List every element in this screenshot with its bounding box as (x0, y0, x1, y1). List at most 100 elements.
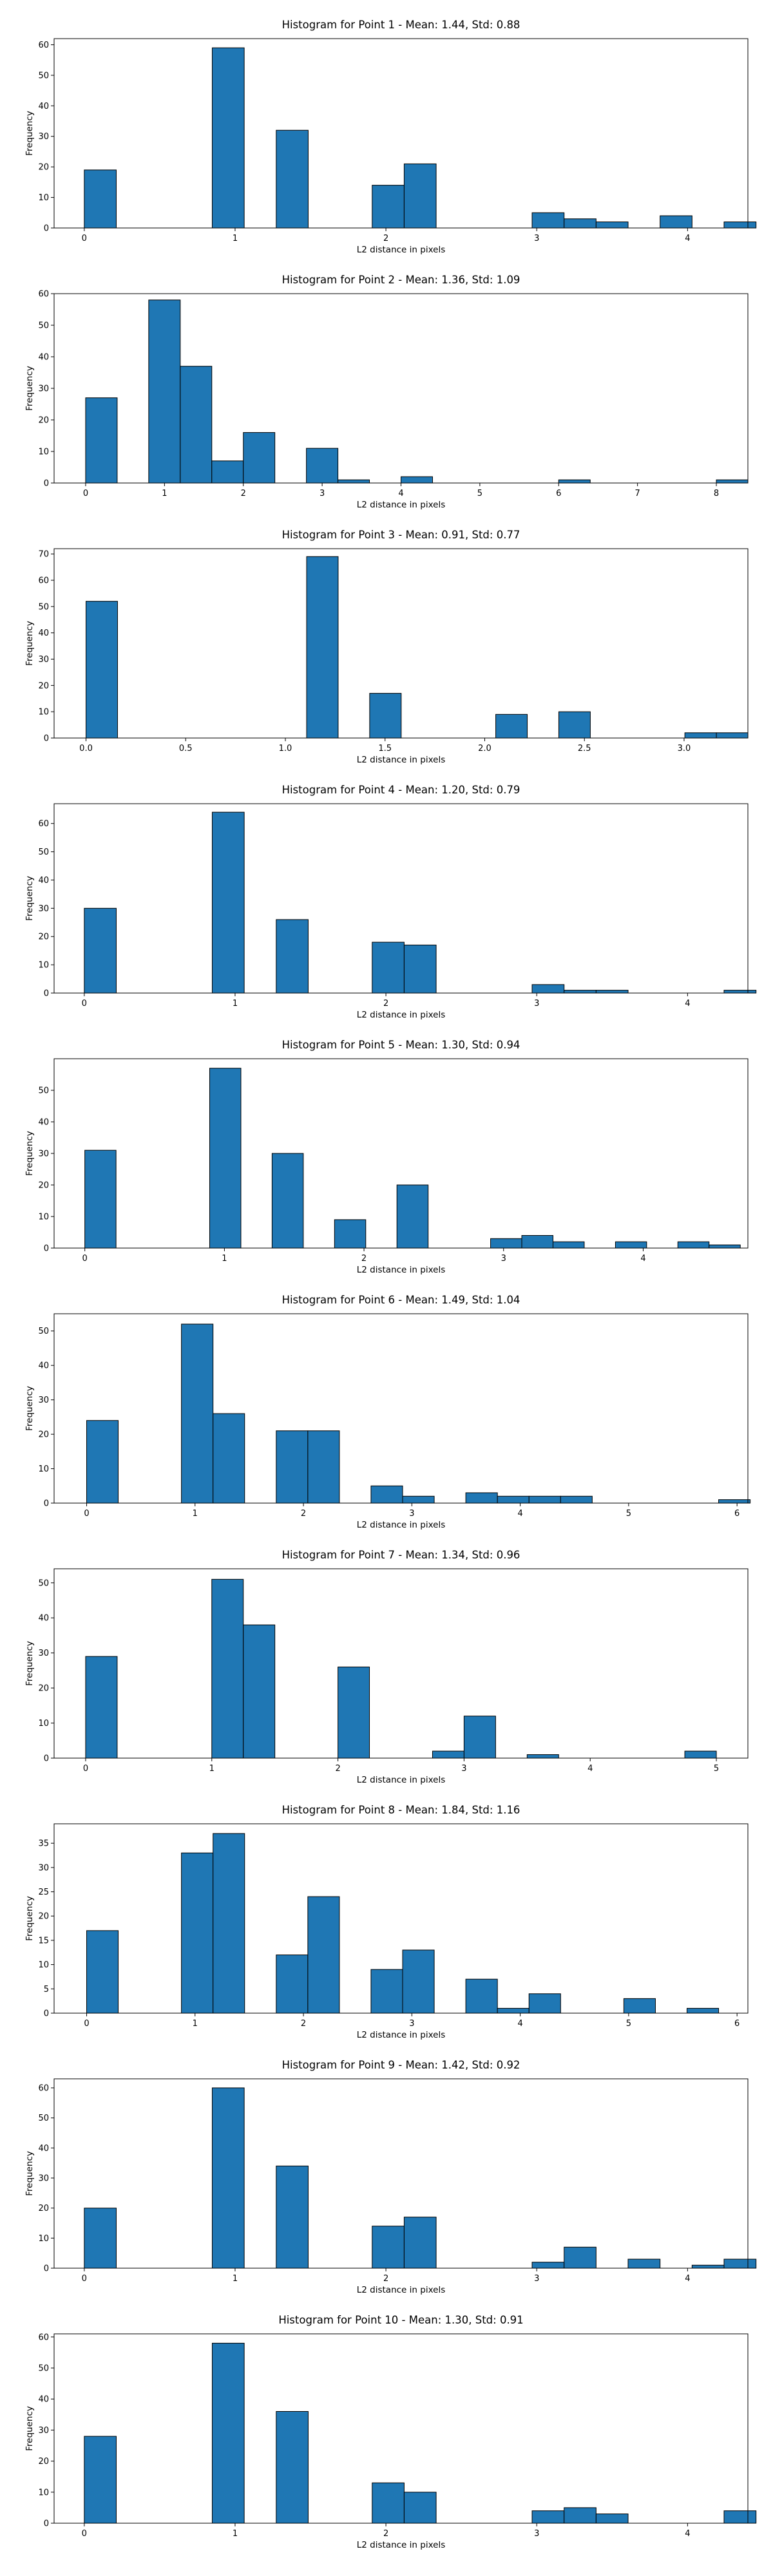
x-tick-label: 4 (517, 1509, 522, 1519)
x-axis-label: L2 distance in pixels (357, 245, 445, 255)
y-axis-label: Frequency (24, 1641, 35, 1686)
histogram-bar (372, 942, 405, 994)
x-tick-label: 1.0 (279, 744, 292, 753)
x-tick-label: 0 (82, 999, 87, 1009)
chart-title: Histogram for Point 2 - Mean: 1.36, Std:… (282, 274, 520, 286)
histogram-bar (564, 218, 596, 229)
plot-frame (53, 38, 749, 229)
x-axis-label: L2 distance in pixels (357, 1265, 445, 1275)
histogram-bar (211, 2342, 245, 2524)
histogram-bar (276, 1430, 309, 1504)
bars (84, 2342, 757, 2524)
histogram-bar (463, 1716, 496, 1759)
x-axis-label: L2 distance in pixels (357, 1520, 445, 1530)
histogram-bar (396, 1184, 429, 1249)
histogram-bar (718, 1499, 751, 1504)
x-tick-label: 5 (477, 489, 482, 498)
y-tick-label: 30 (38, 2426, 49, 2436)
chart-title: Histogram for Point 10 - Mean: 1.30, Std… (278, 2314, 523, 2326)
y-tick-label: 20 (38, 163, 49, 173)
histogram-bar (687, 2007, 720, 2014)
histogram-bar (403, 2492, 437, 2524)
y-tick-label: 15 (38, 1936, 49, 1946)
histogram-bar (307, 1896, 340, 2014)
plot-frame (53, 2333, 749, 2524)
y-tick-label: 60 (38, 41, 49, 50)
bars (84, 811, 757, 994)
histogram-bar (370, 1485, 403, 1504)
y-tick-label: 50 (38, 2364, 49, 2374)
histogram-bar (276, 2410, 309, 2524)
x-tick-label: 0 (84, 2019, 89, 2029)
histogram-bar (495, 714, 528, 739)
y-tick-label: 30 (38, 1150, 49, 1159)
chart-title: Histogram for Point 9 - Mean: 1.42, Std:… (282, 2059, 520, 2071)
y-tick-label: 5 (44, 1985, 49, 1994)
histogram-bar (84, 169, 117, 229)
plot-frame (53, 803, 749, 994)
histogram-bar (723, 990, 757, 994)
y-tick-label: 35 (38, 1839, 49, 1849)
histogram-bar (85, 1656, 118, 1759)
histogram-bar (213, 1413, 245, 1504)
histogram-chart: Histogram for Point 8 - Mean: 1.84, Std:… (24, 1804, 749, 2040)
histogram-bar (528, 1993, 561, 2014)
chart-title: Histogram for Point 8 - Mean: 1.84, Std:… (282, 1804, 520, 1816)
histogram-bar (213, 1833, 245, 2014)
y-tick-label: 40 (38, 876, 49, 886)
histogram-bar (211, 47, 245, 229)
y-tick-label: 60 (38, 2333, 49, 2342)
y-tick-label: 10 (38, 448, 49, 457)
y-tick-label: 0 (44, 1499, 49, 1509)
chart-title: Histogram for Point 4 - Mean: 1.20, Std:… (282, 784, 520, 796)
x-tick-label: 0 (82, 2274, 87, 2284)
histogram-bar (716, 732, 749, 739)
histogram-bar (338, 1666, 370, 1759)
y-tick-label: 50 (38, 848, 49, 857)
x-tick-label: 6 (734, 1509, 740, 1519)
y-axis-label: Frequency (24, 1131, 35, 1176)
y-tick-label: 10 (38, 961, 49, 971)
y-tick-label: 10 (38, 2234, 49, 2244)
y-tick-label: 70 (38, 550, 49, 560)
x-tick-label: 0.0 (79, 744, 93, 753)
y-tick-label: 60 (38, 290, 49, 299)
x-tick-label: 4 (685, 999, 690, 1009)
histogram-bar (558, 479, 591, 484)
y-tick-label: 50 (38, 1327, 49, 1336)
histogram-bar (497, 2007, 530, 2014)
y-tick-label: 20 (38, 681, 49, 691)
histogram-bar (84, 2436, 117, 2524)
histogram-bar (370, 1969, 403, 2014)
histogram-panel-2: Histogram for Point 2 - Mean: 1.36, Std:… (0, 255, 773, 510)
x-tick-label: 8 (714, 489, 719, 498)
histogram-bar (403, 944, 437, 994)
x-axis-label: L2 distance in pixels (357, 1775, 445, 1785)
x-tick-label: 2.0 (478, 744, 491, 753)
y-axis-label: Frequency (24, 111, 35, 156)
y-tick-label: 0 (44, 2519, 49, 2529)
histogram-bar (211, 811, 245, 994)
y-tick-label: 0 (44, 224, 49, 234)
x-tick-label: 1 (193, 2019, 198, 2029)
y-axis-label: Frequency (24, 2151, 35, 2196)
x-tick-label: 4 (640, 1254, 645, 1264)
y-axis-label: Frequency (24, 2406, 35, 2451)
y-tick-label: 40 (38, 2395, 49, 2405)
y-tick-label: 60 (38, 576, 49, 586)
y-tick-label: 50 (38, 1086, 49, 1096)
y-tick-label: 0 (44, 2264, 49, 2274)
histogram-bar (723, 222, 757, 229)
bars (85, 1578, 717, 1759)
x-axis-label: L2 distance in pixels (357, 2030, 445, 2040)
histogram-bar (181, 1323, 214, 1504)
x-axis-label: L2 distance in pixels (357, 2285, 445, 2295)
y-tick-label: 10 (38, 193, 49, 203)
x-tick-label: 0 (83, 1764, 88, 1774)
histogram-bar (86, 1420, 119, 1504)
histogram-bar (276, 1955, 309, 2014)
histogram-panel-3: Histogram for Point 3 - Mean: 0.91, Std:… (0, 510, 773, 765)
histogram-bar (334, 1219, 367, 1249)
x-tick-label: 1 (222, 1254, 227, 1264)
x-tick-label: 2 (383, 999, 388, 1009)
